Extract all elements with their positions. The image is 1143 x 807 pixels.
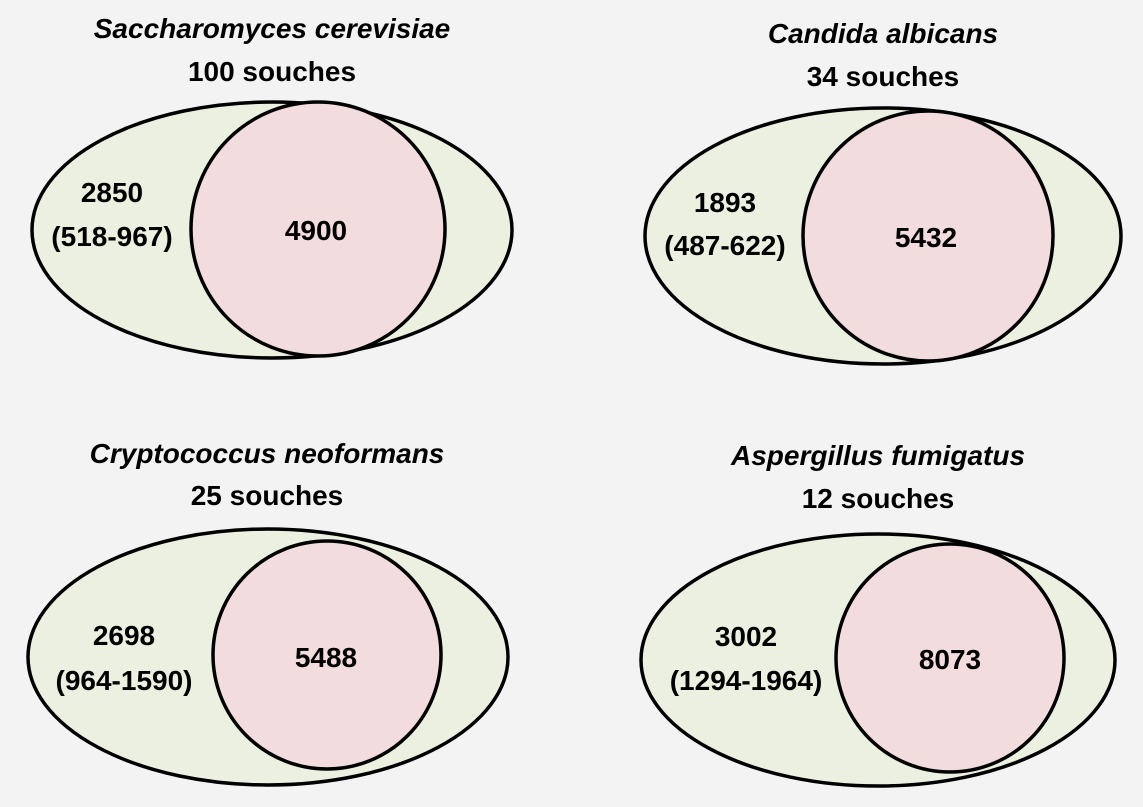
species-title: Candida albicans bbox=[768, 18, 998, 49]
accessory-gene-count: 2698 bbox=[93, 620, 155, 651]
core-genome-circle bbox=[834, 542, 1066, 774]
strain-count: 100 souches bbox=[188, 56, 356, 87]
panel-candida-albicans: Candida albicans 34 souches 1893 (487-62… bbox=[643, 18, 1123, 366]
accessory-gene-range: (964-1590) bbox=[56, 665, 193, 696]
accessory-gene-count: 3002 bbox=[715, 621, 777, 652]
core-gene-count: 4900 bbox=[285, 215, 347, 246]
panel-saccharomyces-cerevisiae: Saccharomyces cerevisiae 100 souches 285… bbox=[30, 13, 514, 360]
accessory-gene-range: (518-967) bbox=[51, 221, 172, 252]
accessory-gene-range: (1294-1964) bbox=[670, 665, 823, 696]
accessory-gene-range: (487-622) bbox=[664, 230, 785, 261]
core-gene-count: 5488 bbox=[295, 642, 357, 673]
accessory-gene-count: 2850 bbox=[81, 177, 143, 208]
species-title: Cryptococcus neoformans bbox=[90, 438, 445, 469]
species-title: Aspergillus fumigatus bbox=[730, 440, 1025, 471]
panel-aspergillus-fumigatus: Aspergillus fumigatus 12 souches 3002 (1… bbox=[639, 440, 1117, 788]
strain-count: 12 souches bbox=[802, 483, 955, 514]
core-gene-count: 8073 bbox=[919, 644, 981, 675]
species-title: Saccharomyces cerevisiae bbox=[94, 13, 451, 44]
accessory-gene-count: 1893 bbox=[694, 187, 756, 218]
core-genome-circle bbox=[189, 100, 447, 358]
strain-count: 34 souches bbox=[807, 61, 960, 92]
core-genome-circle bbox=[801, 109, 1055, 363]
core-gene-count: 5432 bbox=[895, 222, 957, 253]
strain-count: 25 souches bbox=[191, 480, 344, 511]
core-genome-circle bbox=[211, 539, 443, 771]
panel-cryptococcus-neoformans: Cryptococcus neoformans 25 souches 2698 … bbox=[26, 438, 510, 787]
